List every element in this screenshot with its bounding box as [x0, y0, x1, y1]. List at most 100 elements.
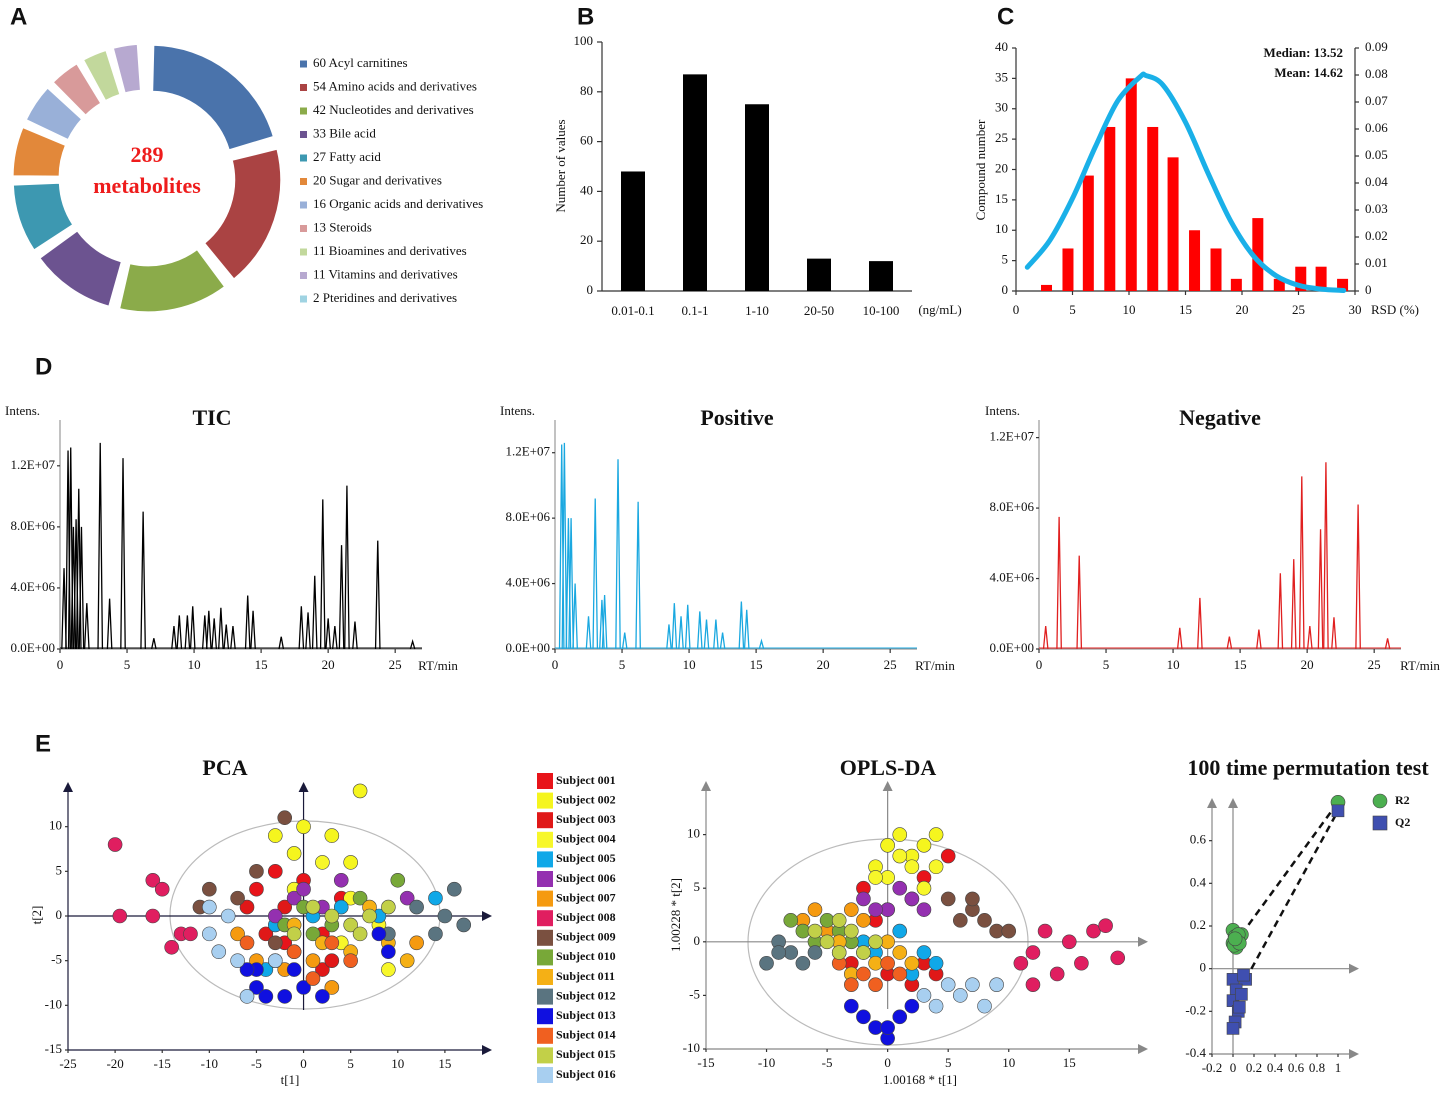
- bar: [807, 258, 831, 291]
- peak: [758, 638, 765, 650]
- legend-label: 11 Vitamins and derivatives: [313, 266, 458, 281]
- y-tick-label: 1.2E+07: [505, 444, 550, 459]
- point: [892, 923, 908, 939]
- legend-label: Subject 014: [556, 1028, 616, 1042]
- peak: [344, 485, 350, 650]
- x-tick-label: 30: [1349, 302, 1362, 317]
- point: [844, 923, 859, 939]
- point: [447, 881, 462, 897]
- bar: [1147, 126, 1159, 291]
- legend-label: Q2: [1395, 815, 1410, 829]
- point: [390, 872, 406, 888]
- legend-label: Subject 006: [556, 871, 616, 885]
- point: [916, 988, 932, 1003]
- point: [856, 1009, 871, 1025]
- point: [286, 846, 302, 861]
- legend-swatch: [300, 107, 307, 115]
- legend-swatch: [1372, 815, 1388, 831]
- y-tick-label: 8.0E+06: [989, 499, 1034, 514]
- peak: [615, 459, 621, 650]
- point: [286, 890, 302, 906]
- donut-segment: [52, 63, 102, 116]
- donut-segment: [82, 49, 121, 102]
- point: [928, 827, 944, 842]
- peak: [189, 606, 196, 650]
- bar: [745, 104, 769, 291]
- permutation-line: [1244, 810, 1340, 980]
- legend-swatch: [300, 154, 307, 162]
- x-tick-label: 10: [188, 657, 201, 672]
- y-tick-label: 0.02: [1365, 228, 1388, 243]
- peak: [1226, 636, 1233, 650]
- y-tick-label: 100: [574, 33, 594, 48]
- x-tick-label: 0: [1013, 302, 1020, 317]
- point: [892, 827, 908, 842]
- point: [807, 902, 823, 917]
- peak: [696, 611, 703, 650]
- point: [856, 913, 871, 928]
- y-tick-label: 5: [694, 879, 701, 894]
- axis-arrow: [1349, 963, 1359, 974]
- peak: [1277, 573, 1284, 650]
- point: [239, 962, 255, 977]
- y-tick-label: 80: [580, 83, 593, 98]
- legend-swatch: [537, 773, 553, 789]
- y-tick-label: 0.0E+00: [989, 640, 1034, 655]
- axis-arrow: [1207, 798, 1217, 808]
- normal-curve: [1024, 71, 1347, 293]
- point: [1237, 968, 1250, 982]
- peak: [1298, 476, 1305, 650]
- x-tick-label: 0.1-1: [681, 303, 708, 318]
- point: [164, 939, 179, 955]
- y-tick-label: 25: [995, 130, 1008, 145]
- x-tick-label: 25: [884, 657, 897, 672]
- peak: [1256, 629, 1262, 650]
- x-tick-label: 0.01-0.1: [611, 303, 654, 318]
- y-tick-label: -10: [45, 996, 62, 1011]
- y-tick-label: 1.2E+07: [989, 429, 1034, 444]
- point: [352, 926, 368, 942]
- legend-swatch: [300, 201, 307, 209]
- point: [202, 899, 217, 915]
- peak: [319, 499, 326, 650]
- y-tick-label: 0.09: [1365, 39, 1388, 54]
- point: [324, 953, 340, 968]
- point: [916, 902, 932, 917]
- y-axis-label: Number of values: [553, 119, 568, 212]
- legend-swatch: [537, 1008, 553, 1025]
- point: [880, 955, 895, 971]
- legend-label: Subject 013: [556, 1008, 616, 1022]
- legend-swatch: [537, 812, 553, 829]
- point: [880, 838, 895, 853]
- point: [296, 881, 311, 897]
- point: [977, 998, 992, 1014]
- x-axis-label: 1.00168 * t[1]: [883, 1072, 957, 1087]
- legend-swatch: [537, 949, 553, 966]
- point: [1098, 918, 1113, 934]
- point: [1226, 973, 1240, 986]
- legend-swatch: [537, 871, 553, 887]
- x-tick-label: 0: [57, 657, 64, 672]
- y-tick-label: 4.0E+06: [10, 579, 55, 594]
- x-unit: (ng/mL): [918, 302, 961, 317]
- donut-segment: [39, 230, 122, 307]
- y-axis-label: Compound number: [973, 119, 988, 220]
- y-tick-label: 0.2: [1190, 917, 1206, 932]
- chart-title: OPLS-DA: [840, 755, 937, 780]
- y-tick-label: -0.4: [1185, 1045, 1206, 1060]
- panel-label: E: [35, 730, 51, 757]
- peak: [83, 603, 90, 650]
- peak: [374, 540, 381, 650]
- point: [305, 899, 321, 915]
- legend-label: 42 Nucleotides and derivatives: [313, 102, 474, 117]
- x-tick-label: 0.2: [1246, 1060, 1262, 1075]
- point: [904, 891, 920, 907]
- x-tick-label: 10-100: [863, 303, 900, 318]
- point: [107, 837, 123, 852]
- x-tick-label: 0: [552, 657, 559, 672]
- point: [286, 944, 302, 960]
- legend-label: 27 Fatty acid: [313, 149, 381, 164]
- point: [381, 944, 396, 960]
- point: [807, 923, 823, 939]
- y-axis-label: Intens.: [500, 403, 535, 418]
